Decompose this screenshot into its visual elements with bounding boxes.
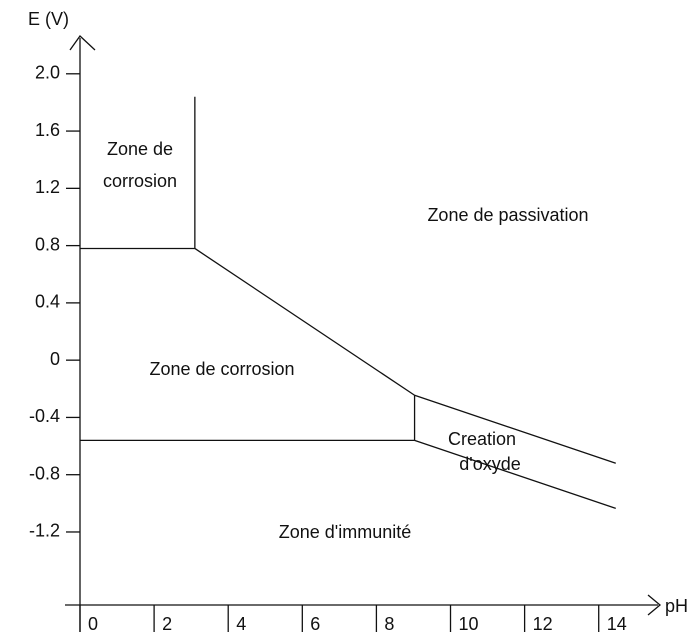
- y-tick-label: 0.4: [35, 292, 60, 312]
- region-label: Zone de passivation: [427, 205, 588, 225]
- y-tick-label: 0: [50, 349, 60, 369]
- x-tick-label: 0: [88, 614, 98, 634]
- x-tick-label: 12: [533, 614, 553, 634]
- boundary-line: [194, 247, 415, 396]
- x-axis-label: pH: [665, 596, 688, 616]
- y-tick-label: 2.0: [35, 63, 60, 83]
- y-tick-label: 1.6: [35, 120, 60, 140]
- x-tick-label: 2: [162, 614, 172, 634]
- y-tick-label: -0.4: [29, 406, 60, 426]
- boundary-line: [414, 439, 616, 509]
- y-axis-label: E (V): [28, 9, 69, 29]
- region-label: Zone de: [107, 139, 173, 159]
- x-tick-label: 8: [384, 614, 394, 634]
- x-tick-label: 4: [236, 614, 246, 634]
- y-axis-arrow: [69, 35, 96, 51]
- y-tick-label: 1.2: [35, 177, 60, 197]
- boundary-line: [414, 394, 616, 464]
- y-tick-label: -1.2: [29, 521, 60, 541]
- x-tick-label: 10: [459, 614, 479, 634]
- x-axis-arrow: [647, 594, 662, 616]
- region-label: corrosion: [103, 171, 177, 191]
- x-tick-label: 14: [607, 614, 627, 634]
- x-tick-label: 6: [310, 614, 320, 634]
- region-label: Creation: [448, 429, 516, 449]
- y-tick-label: 0.8: [35, 234, 60, 254]
- region-label: Zone de corrosion: [149, 359, 294, 379]
- region-label: d'oxyde: [459, 454, 520, 474]
- region-label: Zone d'immunité: [279, 522, 412, 542]
- y-tick-label: -0.8: [29, 463, 60, 483]
